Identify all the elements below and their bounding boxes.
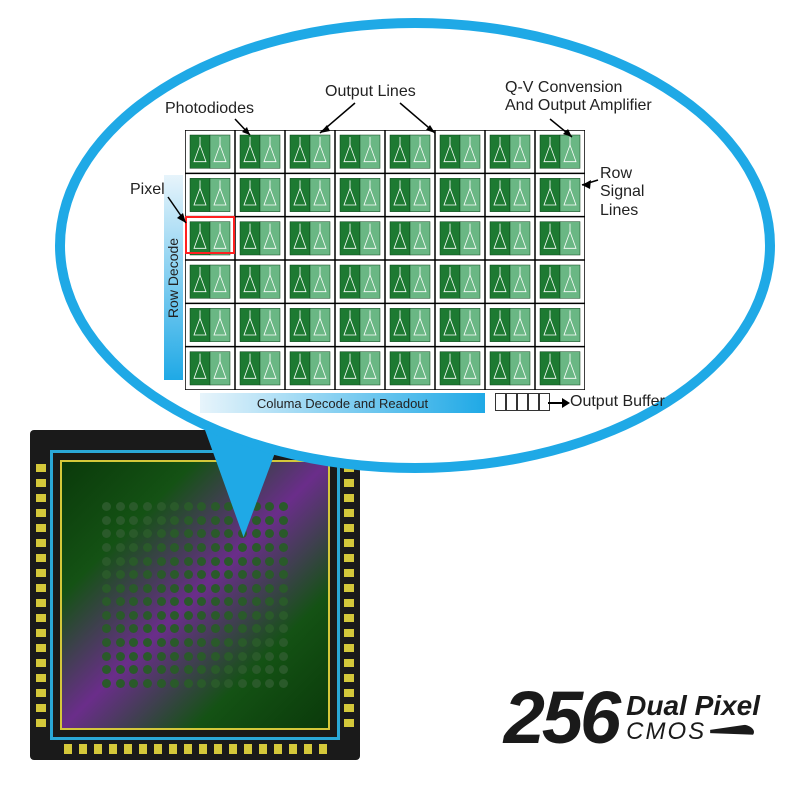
product-branding: 256 Dual Pixel CMOS [504,675,760,760]
label-column-decode: Columa Decode and Readout [257,396,428,411]
pixel-array-grid [185,130,585,390]
chip-pins-bottom [60,744,330,754]
label-row-signal-lines: Row Signal Lines [600,165,644,220]
label-output-buffer: Output Buffer [570,393,665,411]
label-pixel: Pixel [130,181,165,199]
label-output-lines: Output Lines [325,83,416,101]
brand-line1: Dual Pixel [626,692,760,720]
brand-text: Dual Pixel CMOS [626,692,760,744]
sensor-architecture-diagram: Photodiodes Output Lines Q-V Convension … [130,85,700,445]
label-row-decode: Row Decode [166,237,182,317]
chip-pins-left [36,460,46,730]
brand-line2: CMOS [626,720,760,744]
brand-number: 256 [504,675,618,760]
output-buffer-register [495,393,550,411]
label-photodiodes: Photodiodes [165,100,254,118]
pixel-highlight-box [185,216,235,254]
arrow-output-buffer [548,394,570,412]
label-qv-conversion: Q-V Convension And Output Amplifier [505,79,652,116]
chip-pins-right [344,460,354,730]
row-decode-bar: Row Decode [164,175,183,380]
pixel-array-svg [185,130,585,390]
column-decode-bar: Columa Decode and Readout [200,393,485,413]
cmos-sensor-chip [30,430,360,760]
swoosh-icon [710,724,754,740]
